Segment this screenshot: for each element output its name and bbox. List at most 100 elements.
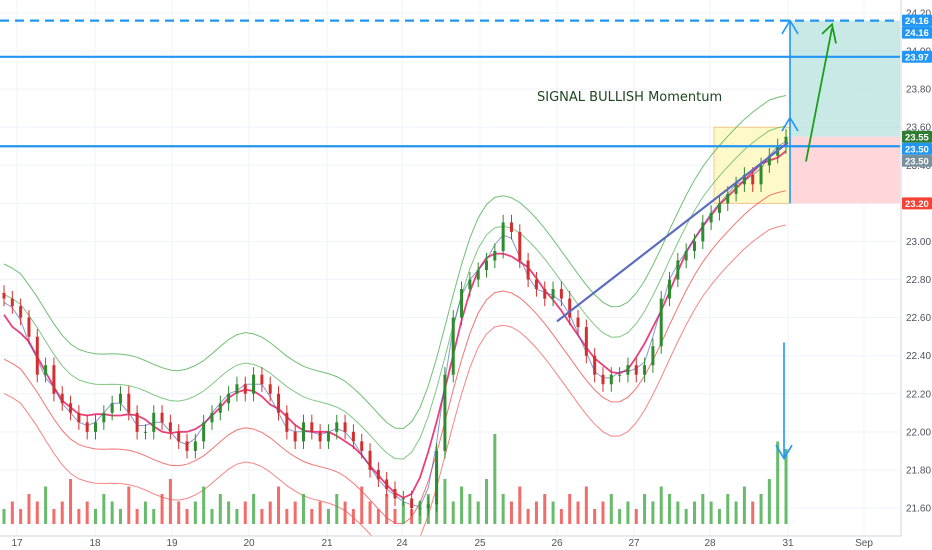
volume-bar <box>69 479 73 524</box>
lower-band-outer <box>3 224 787 550</box>
price-tag-bg <box>902 26 932 39</box>
price-tag-bg <box>902 142 932 155</box>
candle-body <box>726 193 730 204</box>
x-tick-label: 26 <box>551 538 563 549</box>
volume-bar <box>759 494 763 524</box>
candle-body <box>485 260 489 271</box>
candle-body <box>701 222 705 242</box>
candle-body <box>19 306 23 318</box>
candle-body <box>202 422 206 442</box>
candle-body <box>135 412 139 432</box>
volume-bar <box>451 501 455 524</box>
candle-body <box>526 260 530 280</box>
price-tag: 23.97 <box>902 50 932 63</box>
fast-ma <box>3 141 787 508</box>
price-tag: 23.50 <box>902 154 932 167</box>
volume-bar <box>2 509 6 524</box>
candle-body <box>601 374 605 385</box>
green-arrow-shaft <box>805 28 833 162</box>
candle-body <box>60 393 64 404</box>
candle-body <box>152 412 156 432</box>
candle-body <box>742 174 746 185</box>
volume-bar <box>110 501 114 524</box>
volume-bar <box>343 501 347 524</box>
volume-bar <box>609 494 613 524</box>
up-arrow-head-lower <box>781 116 799 132</box>
volume-bar <box>410 509 414 524</box>
candle-body <box>44 365 48 375</box>
candle-body <box>277 393 281 413</box>
volume-bar <box>709 501 713 524</box>
candle-body <box>468 279 472 290</box>
candle-body <box>435 450 439 505</box>
price-tag-label: 23.50 <box>905 156 929 167</box>
volume-bar <box>501 494 505 524</box>
candle-body <box>293 431 297 442</box>
volume-bar <box>460 486 464 524</box>
candle-body <box>85 422 89 432</box>
volume-bar <box>10 501 14 524</box>
y-tick-label: 22.60 <box>906 313 931 324</box>
volume-bar <box>235 509 239 524</box>
target-zone <box>790 20 900 137</box>
candle-body <box>534 279 538 290</box>
candle-body <box>476 270 480 280</box>
candle-body <box>160 412 164 423</box>
candle-body <box>268 384 272 394</box>
candle-body <box>618 374 622 376</box>
candle-body <box>210 412 214 423</box>
y-tick-label: 23.00 <box>906 237 931 248</box>
candle-body <box>10 298 14 307</box>
candle-body <box>252 374 256 394</box>
volume-bar <box>118 509 122 524</box>
candle-body <box>235 384 239 394</box>
candle-body <box>651 346 655 366</box>
candle-body <box>318 431 322 442</box>
volume-bar <box>518 486 522 524</box>
candle-body <box>27 317 31 337</box>
volume-bar <box>143 501 147 524</box>
volume-bar <box>293 501 297 524</box>
upper-band-outer <box>3 95 787 430</box>
volume-bar <box>368 501 372 524</box>
candle-body <box>301 422 305 442</box>
volume-bar <box>651 501 655 524</box>
price-tag: 24.16 <box>902 26 932 39</box>
candle-body <box>443 374 447 451</box>
candle-body <box>35 336 39 375</box>
candle-body <box>52 365 56 394</box>
y-tick-label: 22.40 <box>906 351 931 362</box>
volume-bar <box>543 494 547 524</box>
up-arrow-head <box>781 19 799 35</box>
price-tag-bg <box>902 14 932 27</box>
candle-body <box>784 136 788 147</box>
price-tag-label: 23.55 <box>905 132 929 143</box>
candle-body <box>110 403 114 413</box>
candle-body <box>518 231 522 261</box>
volume-bar <box>393 509 397 524</box>
volume-bar <box>44 486 48 524</box>
candle-body <box>576 317 580 328</box>
candle-body <box>326 431 330 442</box>
price-tag: 24.16 <box>902 14 932 27</box>
volume-bar <box>227 501 231 524</box>
candle-body <box>310 422 314 432</box>
volume-bar <box>152 509 156 524</box>
trendline <box>556 141 789 323</box>
x-tick-label: 24 <box>396 538 408 549</box>
price-tag: 23.55 <box>902 130 932 143</box>
zones <box>713 20 900 204</box>
volume-bar <box>468 494 472 524</box>
candle-body <box>593 355 597 375</box>
volume-bar <box>285 509 289 524</box>
candle-body <box>127 393 131 413</box>
volume-bar <box>210 509 214 524</box>
volume-bar <box>335 494 339 524</box>
price-tag-label: 24.16 <box>905 16 929 27</box>
price-tag-bg <box>902 50 932 63</box>
candle-body <box>759 165 763 185</box>
candle-body <box>734 184 738 194</box>
candle-body <box>634 365 638 375</box>
